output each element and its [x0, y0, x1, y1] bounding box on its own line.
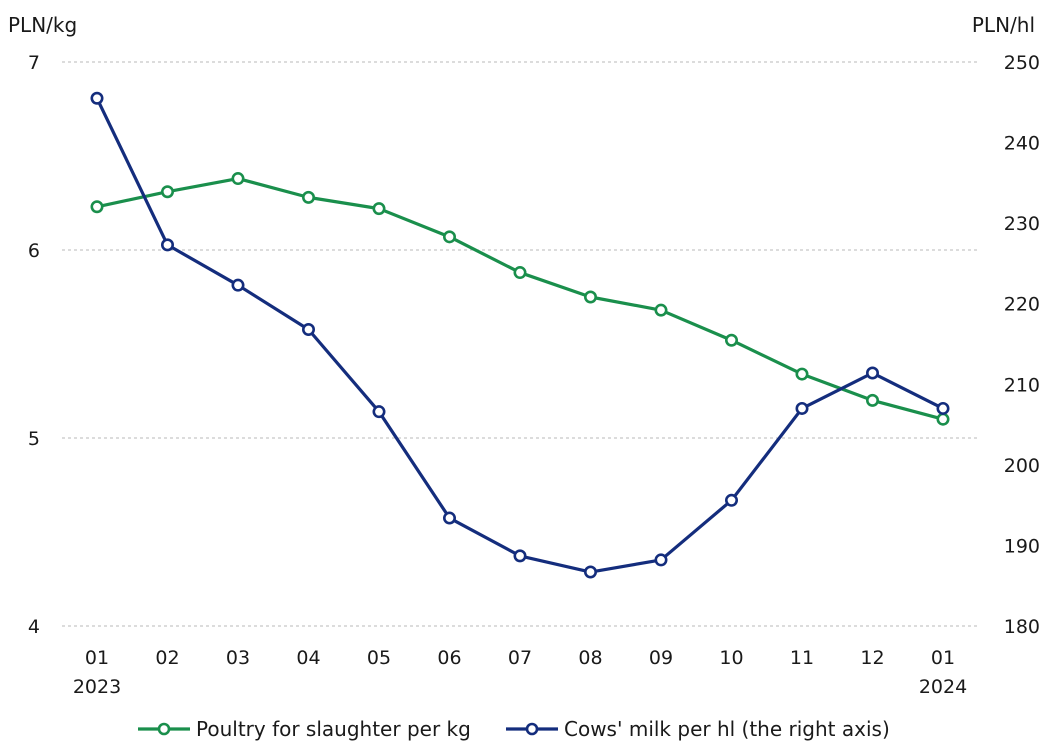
series-1	[90, 172, 950, 426]
left-tick-label: 7	[28, 52, 40, 74]
x-tick-label: 10	[719, 647, 743, 669]
left-axis-unit: PLN/kg	[8, 13, 77, 37]
right-tick-label: 180	[1004, 616, 1040, 638]
x-tick-label: 05	[367, 647, 391, 669]
x-tick-label: 09	[649, 647, 673, 669]
x-tick-label: 02	[155, 647, 179, 669]
x-axis-ticks: 01 02 03 04 05 06 07 08 09 10 11 12 01 2023 2024	[73, 647, 967, 698]
legend-swatch-marker	[157, 722, 171, 736]
x-tick-label: 11	[790, 647, 814, 669]
data-point	[372, 202, 386, 216]
data-point	[161, 185, 175, 199]
data-point	[442, 230, 456, 244]
legend-swatch-marker	[525, 722, 539, 736]
data-point	[231, 278, 245, 292]
right-tick-label: 250	[1004, 52, 1040, 74]
left-axis-ticks: 4 5 6 7	[28, 52, 40, 638]
right-tick-label: 190	[1004, 535, 1040, 557]
right-tick-label: 230	[1004, 213, 1040, 235]
x-tick-label: 03	[226, 647, 250, 669]
data-point	[583, 565, 597, 579]
right-axis-ticks: 180 190 200 210 220 230 240 250	[1004, 52, 1040, 638]
right-tick-label: 220	[1004, 294, 1040, 316]
data-point	[654, 303, 668, 317]
data-point	[161, 238, 175, 252]
series-line	[95, 97, 944, 574]
legend-item-2: Cows' milk per hl (the right axis)	[506, 717, 890, 741]
data-point	[724, 333, 738, 347]
x-tick-label: 01	[931, 647, 955, 669]
right-tick-label: 200	[1004, 455, 1040, 477]
left-tick-label: 6	[28, 240, 40, 262]
x-tick-label: 07	[508, 647, 532, 669]
x-tick-label: 06	[437, 647, 461, 669]
left-tick-label: 5	[28, 428, 40, 450]
data-point	[865, 393, 879, 407]
left-tick-label: 4	[28, 616, 40, 638]
data-point	[301, 190, 315, 204]
data-point	[724, 493, 738, 507]
legend-label: Cows' milk per hl (the right axis)	[564, 717, 890, 741]
series-line	[96, 176, 944, 421]
x-tick-label: 01	[85, 647, 109, 669]
data-point	[936, 401, 950, 415]
data-point	[513, 549, 527, 563]
data-point	[90, 200, 104, 214]
data-point	[231, 172, 245, 186]
data-point	[90, 91, 104, 105]
legend-label: Poultry for slaughter per kg	[196, 717, 471, 741]
x-tick-label: 08	[578, 647, 602, 669]
data-point	[583, 290, 597, 304]
data-point	[513, 266, 527, 280]
legend-item-1: Poultry for slaughter per kg	[138, 717, 471, 741]
series-2	[90, 91, 950, 579]
data-point	[654, 553, 668, 567]
data-point	[795, 401, 809, 415]
right-axis-unit: PLN/hl	[972, 13, 1035, 37]
data-point	[372, 405, 386, 419]
data-point	[936, 412, 950, 426]
gridlines	[62, 61, 980, 627]
x-year-label: 2023	[73, 676, 121, 698]
x-tick-label: 04	[296, 647, 320, 669]
data-point	[442, 511, 456, 525]
right-tick-label: 240	[1004, 133, 1040, 155]
x-year-label: 2024	[919, 676, 967, 698]
data-point	[301, 322, 315, 336]
data-point	[865, 366, 879, 380]
series-layer	[90, 91, 950, 579]
data-point	[795, 367, 809, 381]
legend: Poultry for slaughter per kg Cows' milk p…	[138, 717, 890, 741]
right-tick-label: 210	[1004, 374, 1040, 396]
x-tick-label: 12	[860, 647, 884, 669]
